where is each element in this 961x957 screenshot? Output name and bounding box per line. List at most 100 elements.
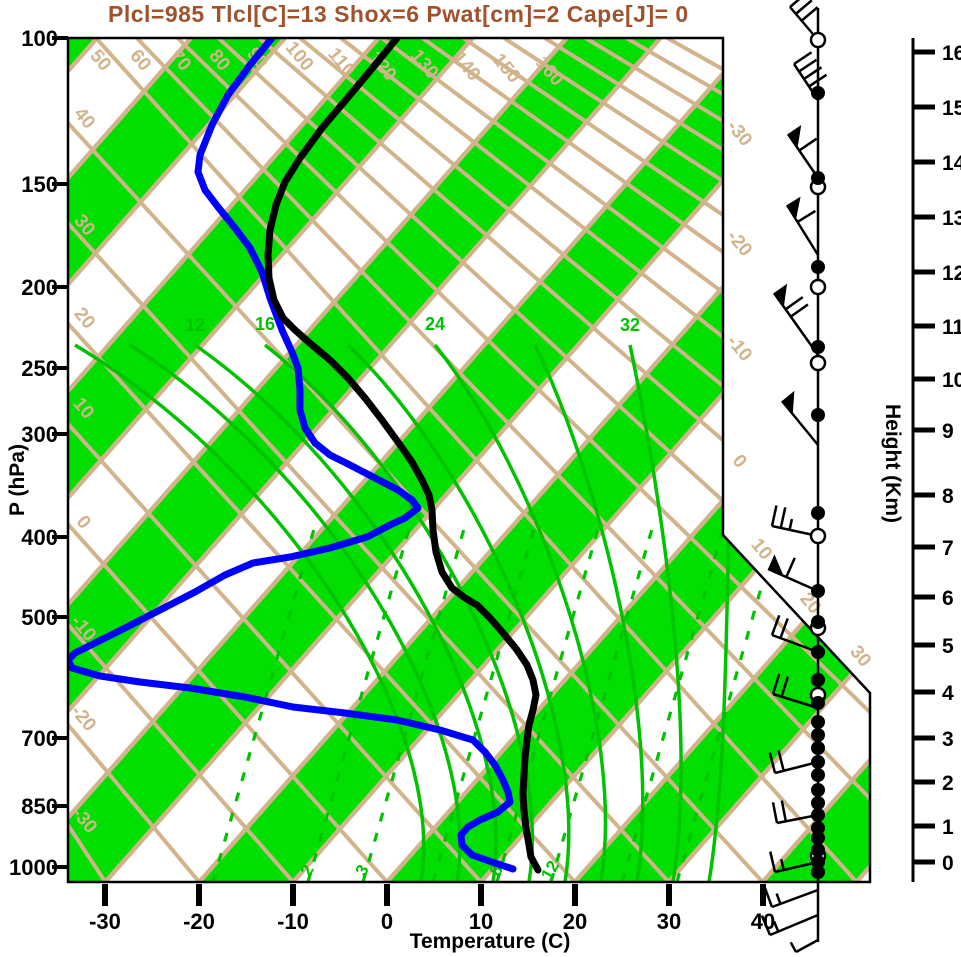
wind-barb-feather [790,303,809,318]
wind-barb [769,851,819,874]
isotherm-line [760,38,870,882]
station-dot [811,865,825,879]
isotherm-label: -30 [722,116,756,151]
wind-barb-feather [770,505,778,527]
wind-barb-flag [787,196,801,220]
wind-barb [760,913,819,937]
moist-adiabat-label: 16 [255,314,275,334]
wind-barb-feather [760,915,772,936]
x-axis-title: Temperature (C) [409,930,571,953]
isotherm-line [68,38,381,882]
dry-adiabat-line [94,38,858,882]
dry-adiabat-line [176,38,870,882]
isotherm-label: -10 [722,331,756,366]
dry-adiabat-line [339,38,870,882]
temperature-tick-label: -20 [183,909,215,934]
wind-barb-feather [770,614,781,636]
station-dot [811,86,825,100]
wind-barb-feather [784,296,804,311]
moist-adiabat-line [74,343,426,882]
station-dot [811,645,825,659]
isotherm-line [68,38,569,882]
station-dot [811,808,825,822]
temperature-tick-label: 10 [469,909,493,934]
isotherm-line [291,38,870,882]
isotherm-line [68,38,663,882]
temperature-tick-label: 40 [751,909,775,934]
wind-barb-feather [777,750,785,772]
pressure-tick-label: 400 [21,525,58,550]
wind-barb [770,614,819,654]
wind-barb [767,554,819,593]
wind-barb-feather [763,886,774,908]
pressure-tick-label: 250 [21,356,58,381]
height-tick-label: 15 [942,97,961,120]
station-dot [811,506,825,520]
wind-barb-feather [780,800,788,822]
station-dot [811,843,825,857]
wind-barb-feather [798,137,818,152]
dry-adiabat-line [135,38,870,882]
wind-barb-flag [768,554,784,576]
dry-adiabat-line [68,824,107,882]
wind-barb-half-feather [772,920,780,933]
wind-barb-half-feather [789,941,798,953]
dry-adiabat-label: 150 [488,50,524,88]
wind-barb-shaft [772,692,819,710]
moist-adiabat-line [433,343,608,882]
station-dot [811,584,825,598]
wind-barb-shaft [774,760,819,775]
wind-barb-feather [803,66,823,81]
height-tick-label: 5 [942,635,954,658]
wind-barb [770,505,819,538]
wind-barb-half-feather [775,893,782,905]
height-tick-label: 0 [942,852,954,875]
station-dot [811,715,825,729]
station-dot [811,615,825,629]
isotherm-label: 30 [845,642,875,672]
wind-barb-feather [808,73,828,88]
height-tick-label: 8 [942,485,954,508]
dry-adiabat-line [68,623,295,882]
wind-barb-shaft [772,292,820,356]
station-open-circle [809,278,827,296]
dry-adiabat-line [502,38,870,882]
moist-adiabat-label: 24 [425,314,445,334]
station-dot [811,796,825,810]
dry-adiabat-line [462,38,870,882]
wind-barb-feather [771,673,781,695]
height-tick-label: 3 [942,728,954,751]
wind-barb-shaft [769,913,819,937]
height-axis-title: Height (Km) [881,404,904,523]
height-tick-label: 4 [942,682,954,705]
wind-barb-feather [769,851,777,873]
station-open-circle [809,31,827,49]
wind-barb-feather [793,51,813,66]
height-tick-label: 14 [942,152,961,175]
temperature-tick-label: -30 [89,909,121,934]
height-tick-label: 6 [942,587,954,610]
dry-adiabat-line [68,522,389,882]
wind-barb [781,390,819,446]
dry-adiabat-line [68,422,483,882]
station-open-circle [809,354,827,372]
wind-barb-flag [774,283,788,307]
temperature-tick-label: 20 [563,909,587,934]
green-band [762,38,870,882]
station-dot [811,783,825,797]
wind-barb [786,124,820,179]
moist-adiabat-line [129,343,462,882]
height-tick-label: 7 [942,537,954,560]
wind-barb-feather [779,617,789,639]
station-dot [811,831,825,845]
height-tick-label: 13 [942,207,961,230]
station-dot [811,696,825,710]
wind-barb-feather [796,209,817,224]
temperature-tick-label: 30 [657,909,681,934]
pressure-axis-title: P (hPa) [6,444,29,516]
moist-adiabat-line [628,344,683,882]
height-tick-label: 2 [942,772,954,795]
wind-barb [785,196,820,256]
